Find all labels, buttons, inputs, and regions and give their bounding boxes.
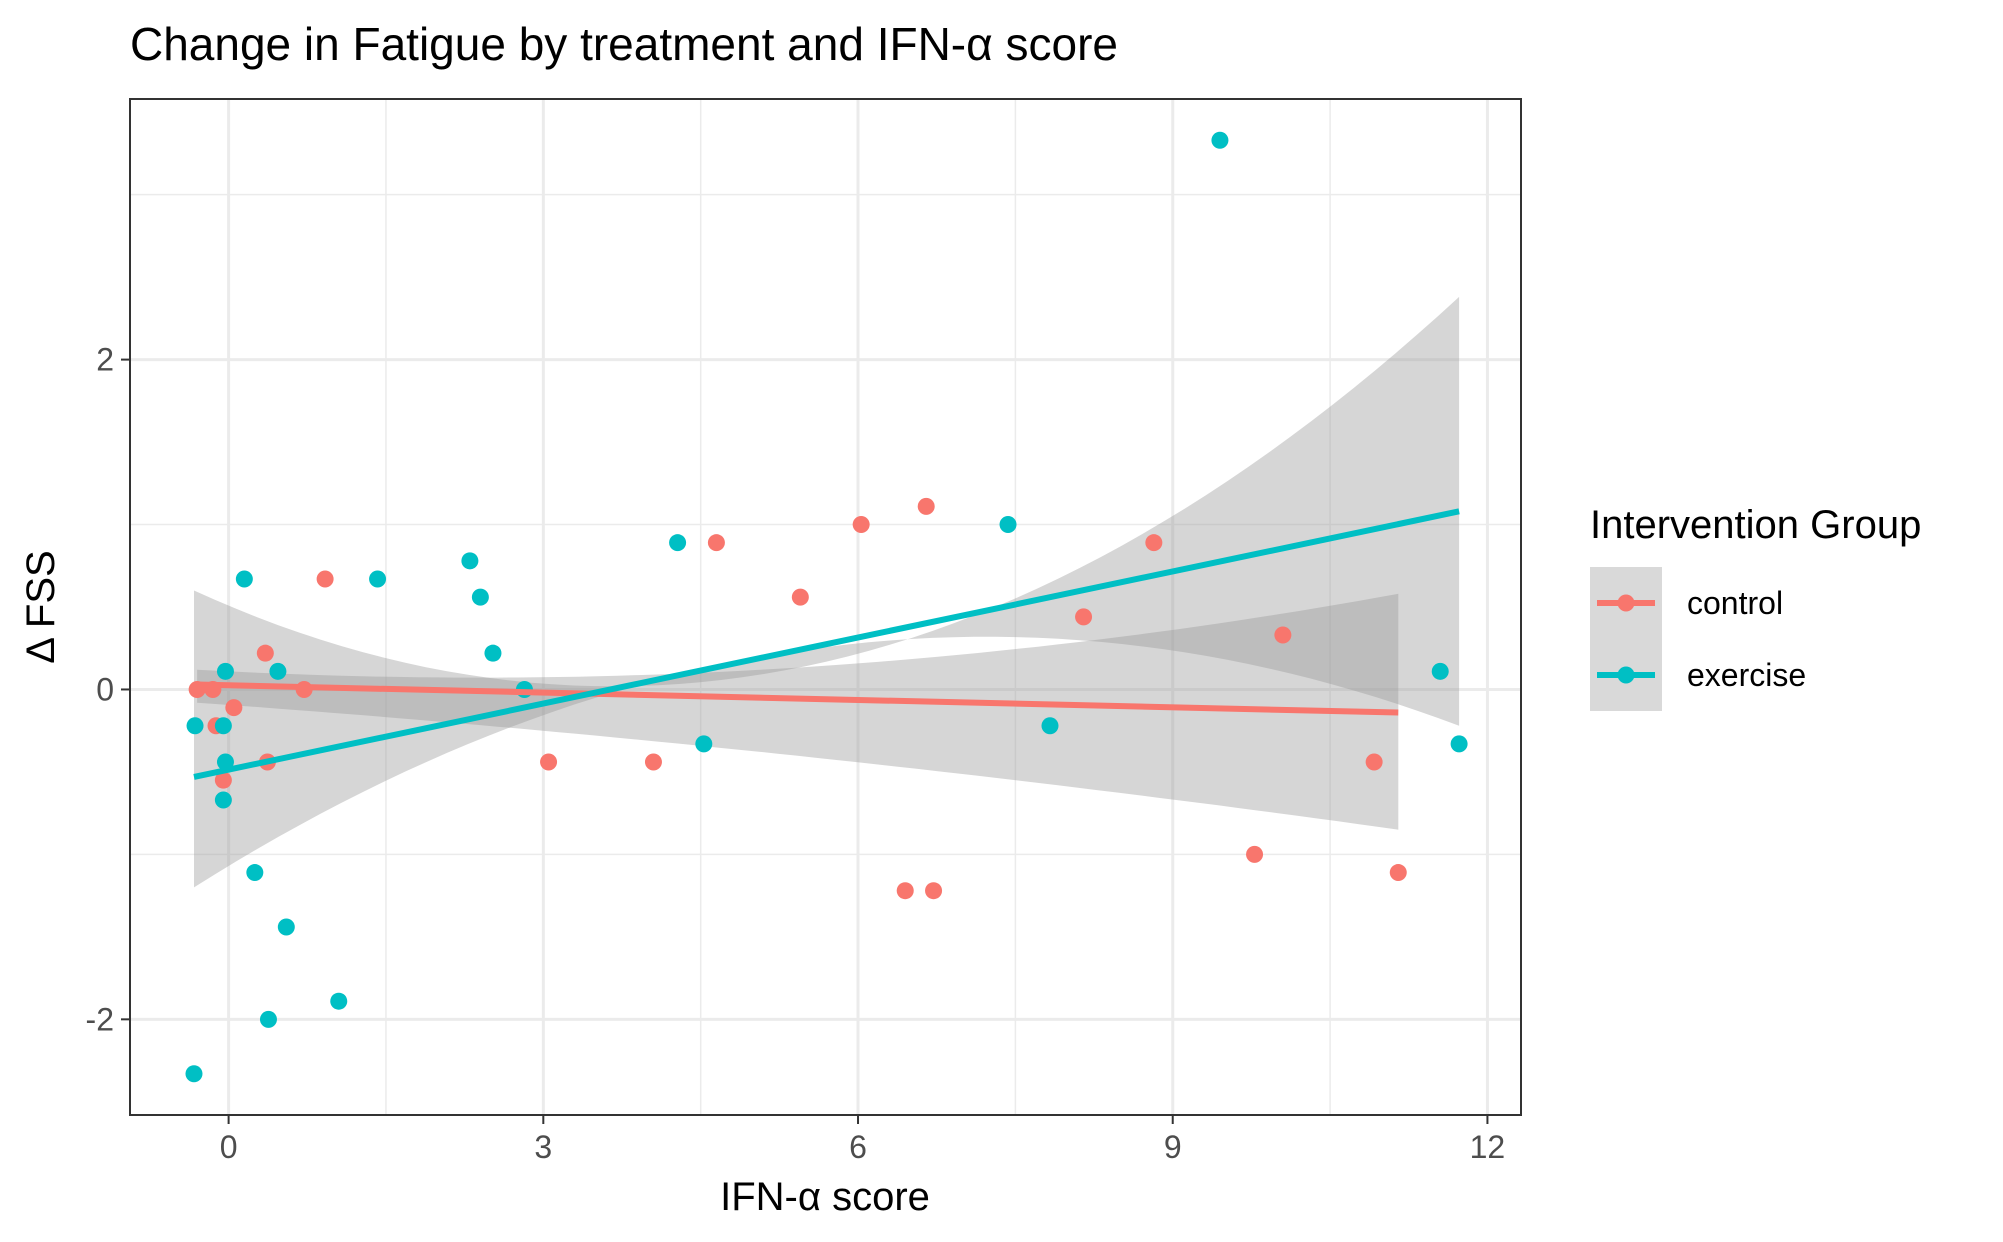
data-point-control: [917, 497, 935, 515]
data-point-control: [644, 753, 662, 771]
regression-lines: [193, 508, 1460, 780]
x-axis-label: IFN-α score: [720, 1175, 930, 1219]
data-point-control: [852, 516, 870, 534]
data-point-exercise: [269, 662, 287, 680]
data-point-exercise: [330, 992, 348, 1010]
data-point-control: [1274, 626, 1292, 644]
x-tick-label: 0: [220, 1129, 238, 1165]
fit-line-exercise: [193, 508, 1460, 780]
data-point-control: [225, 699, 243, 717]
confidence-ribbons: [194, 296, 1460, 888]
data-point-exercise: [669, 534, 687, 552]
data-point-exercise: [461, 552, 479, 570]
data-point-exercise: [216, 753, 234, 771]
data-point-control: [1145, 534, 1163, 552]
y-tick-label: 2: [96, 342, 114, 378]
data-point-exercise: [246, 864, 264, 882]
x-tick-label: 6: [849, 1129, 867, 1165]
data-point-control: [1389, 864, 1407, 882]
data-point-control: [540, 753, 558, 771]
data-point-control: [707, 534, 725, 552]
data-point-control: [214, 771, 232, 789]
legend: Intervention Group control exercise: [1590, 503, 1921, 711]
data-point-exercise: [216, 662, 234, 680]
data-points: [185, 131, 1468, 1083]
data-point-control: [1075, 608, 1093, 626]
data-point-exercise: [186, 717, 204, 735]
fit-line-control: [197, 681, 1399, 716]
data-point-exercise: [1211, 131, 1229, 149]
data-point-exercise: [277, 918, 295, 936]
legend-label-control: control: [1687, 585, 1783, 621]
ci-ribbon-control: [197, 593, 1399, 830]
legend-label-exercise: exercise: [1687, 657, 1806, 693]
data-point-exercise: [185, 1065, 203, 1083]
grid-major: [130, 99, 1521, 1115]
data-point-exercise: [471, 588, 489, 606]
data-point-exercise: [1041, 717, 1059, 735]
data-point-exercise: [1431, 662, 1449, 680]
data-point-exercise: [214, 717, 232, 735]
data-point-exercise: [214, 791, 232, 809]
data-point-exercise: [259, 1010, 277, 1028]
data-point-control: [1365, 753, 1383, 771]
data-point-exercise: [235, 570, 253, 588]
data-point-exercise: [695, 735, 713, 753]
legend-point-exercise: [1617, 666, 1635, 684]
x-tick-label: 9: [1164, 1129, 1182, 1165]
y-tick-label: -2: [86, 1001, 114, 1037]
legend-items: control exercise: [1597, 585, 1806, 693]
legend-point-control: [1617, 594, 1635, 612]
legend-key-background: [1590, 567, 1662, 711]
panel-border: [129, 98, 1522, 1116]
data-point-control: [925, 882, 943, 900]
x-tick-label: 3: [534, 1129, 552, 1165]
data-point-control: [791, 588, 809, 606]
ci-ribbon-exercise: [194, 296, 1460, 888]
data-point-exercise: [1450, 735, 1468, 753]
plot-panel: [129, 98, 1522, 1116]
y-tick-label: 0: [96, 671, 114, 707]
data-point-exercise: [484, 644, 502, 662]
x-tick-label: 12: [1470, 1129, 1506, 1165]
data-point-exercise: [999, 516, 1017, 534]
chart-title: Change in Fatigue by treatment and IFN-α…: [130, 18, 1118, 70]
data-point-control: [316, 570, 334, 588]
data-point-exercise: [369, 570, 387, 588]
x-axis: 0 3 6 9 12: [220, 1115, 1506, 1165]
data-point-control: [896, 882, 914, 900]
legend-title: Intervention Group: [1590, 503, 1921, 547]
y-axis: -2 0 2: [86, 342, 130, 1037]
data-point-control: [1246, 845, 1264, 863]
panel-background: [130, 99, 1521, 1115]
data-point-control: [256, 644, 274, 662]
y-axis-label: Δ FSS: [19, 550, 63, 663]
